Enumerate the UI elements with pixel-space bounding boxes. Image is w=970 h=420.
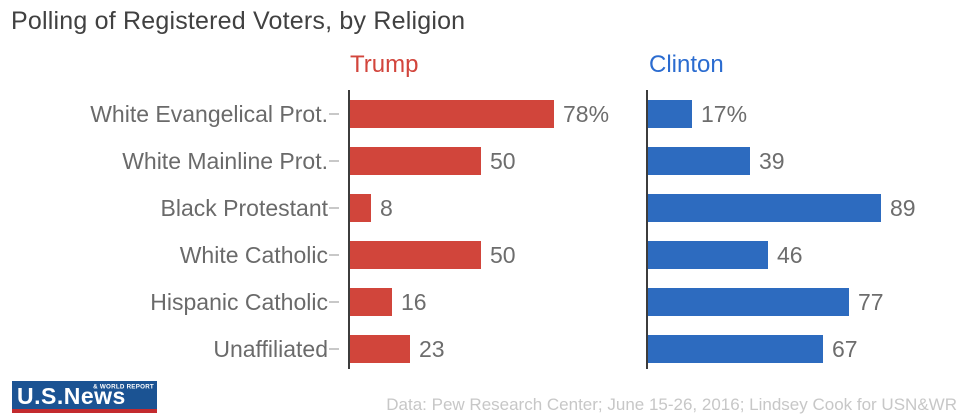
bar-clinton [648, 100, 692, 128]
bar-clinton [648, 194, 881, 222]
value-label-trump: 16 [401, 289, 427, 315]
category-label: White Mainline Prot. [122, 148, 328, 174]
axis-line-clinton [646, 90, 648, 369]
value-label-trump: 8 [380, 195, 393, 221]
category-label: Unaffiliated [213, 336, 328, 362]
bar-trump [350, 100, 554, 128]
tick-mark [329, 160, 339, 162]
category-label: White Evangelical Prot. [90, 101, 328, 127]
tick-mark [329, 207, 339, 209]
axis-line-trump [348, 90, 350, 369]
usnews-logo-box: U.S.News & WORLD REPORT [12, 381, 157, 409]
usnews-logo-underline [12, 409, 157, 413]
tick-mark [329, 348, 339, 350]
bar-clinton [648, 241, 768, 269]
usnews-logo: U.S.News & WORLD REPORT [12, 381, 157, 413]
category-label: White Catholic [179, 242, 328, 268]
value-label-clinton: 17% [701, 101, 748, 127]
value-label-clinton: 67 [832, 336, 858, 362]
usnews-logo-subtext: & WORLD REPORT [93, 383, 154, 391]
bar-trump [350, 194, 371, 222]
value-label-clinton: 89 [890, 195, 916, 221]
bar-clinton [648, 147, 750, 175]
category-label: Black Protestant [160, 195, 328, 221]
value-label-trump: 50 [490, 242, 516, 268]
bar-trump [350, 241, 481, 269]
bar-trump [350, 147, 481, 175]
value-label-clinton: 39 [759, 148, 785, 174]
usnews-logo-text: U.S.News [17, 383, 126, 409]
value-label-clinton: 77 [858, 289, 884, 315]
tick-mark [329, 301, 339, 303]
chart-title: Polling of Registered Voters, by Religio… [11, 7, 466, 35]
bar-trump [350, 288, 392, 316]
series-header-trump: Trump [350, 51, 419, 78]
tick-mark [329, 254, 339, 256]
value-label-trump: 50 [490, 148, 516, 174]
series-header-clinton: Clinton [649, 51, 724, 78]
tick-mark [329, 113, 339, 115]
bar-trump [350, 335, 410, 363]
value-label-trump: 78% [563, 101, 610, 127]
source-credit: Data: Pew Research Center; June 15-26, 2… [386, 395, 957, 414]
bar-clinton [648, 335, 823, 363]
value-label-clinton: 46 [777, 242, 803, 268]
bar-clinton [648, 288, 849, 316]
category-label: Hispanic Catholic [150, 289, 328, 315]
value-label-trump: 23 [419, 336, 445, 362]
